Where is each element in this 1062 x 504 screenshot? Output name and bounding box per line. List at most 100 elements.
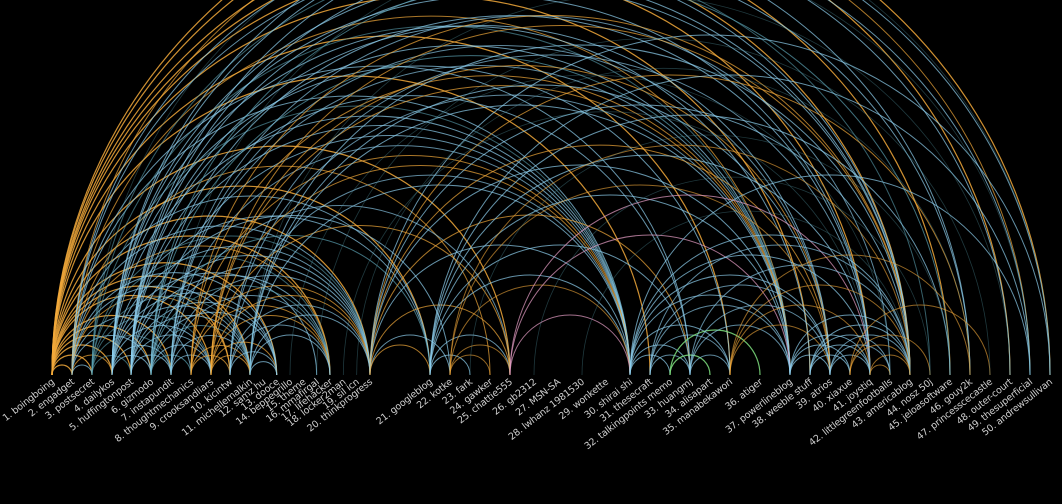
arc-39-42 — [829, 344, 891, 376]
arc-21-49 — [429, 74, 1031, 376]
arc-31-33 — [649, 354, 691, 376]
arc-8-30 — [190, 155, 631, 376]
arc-8-43 — [190, 15, 911, 376]
arc-1-48 — [51, 0, 1011, 376]
arc-7-39 — [170, 45, 831, 376]
arc-1-50 — [51, 0, 1051, 376]
arc-6-13 — [150, 311, 278, 376]
arc-18-41 — [342, 111, 871, 376]
arc-33-43 — [689, 264, 911, 376]
arc-21-41 — [429, 154, 871, 376]
arc-5-43 — [130, 0, 911, 376]
arc-38-42 — [809, 334, 891, 376]
arc-4-16 — [111, 272, 318, 376]
arc-1-9 — [51, 294, 212, 376]
arc-8-11 — [190, 345, 251, 376]
arc-22-43 — [449, 144, 911, 376]
arc-7-20 — [170, 275, 371, 376]
arc-39-41 — [829, 354, 871, 376]
arc-21-45 — [429, 114, 951, 376]
arc-22-25 — [449, 344, 511, 376]
arc-5-20 — [130, 255, 371, 376]
arc-11-39 — [249, 84, 831, 376]
arc-5-33 — [130, 95, 691, 376]
arcs-layer — [51, 0, 1051, 376]
arc-2-10 — [71, 295, 231, 376]
arc-2-24 — [71, 165, 491, 376]
arc-9-25 — [210, 225, 511, 376]
arc-31-39 — [649, 284, 831, 376]
arc-22-39 — [449, 184, 831, 376]
arc-5-17 — [130, 275, 331, 376]
arc-1-13 — [51, 262, 278, 376]
arc-5-37 — [130, 45, 791, 376]
arc-10-30 — [229, 174, 631, 376]
arc-25-37 — [509, 234, 791, 376]
arc-2-21 — [71, 195, 431, 376]
arc-1-41 — [51, 0, 871, 376]
arc-4-9 — [111, 325, 212, 376]
arc-10-20 — [229, 304, 371, 376]
arc-20-46 — [369, 74, 971, 376]
arc-9-20 — [210, 295, 371, 376]
arc-30-37 — [629, 294, 791, 376]
arc-30-41 — [629, 254, 871, 376]
arc-4-21 — [111, 215, 431, 376]
arc-22-30 — [449, 284, 631, 376]
arc-3-20 — [91, 235, 371, 376]
arc-31-43 — [649, 244, 911, 376]
arc-20-50 — [369, 34, 1051, 376]
arc-7-9 — [170, 354, 212, 376]
arc-20-21 — [369, 344, 431, 376]
arc-2-43 — [71, 0, 911, 376]
arc-40-44 — [849, 334, 931, 376]
arc-9-13 — [210, 341, 278, 376]
arc-7-30 — [170, 145, 631, 376]
arc-20-33 — [369, 214, 691, 376]
arc-1-4 — [51, 344, 113, 376]
arc-4-13 — [111, 292, 278, 376]
arc-5-30 — [130, 125, 631, 376]
arc-3-30 — [91, 105, 631, 376]
arc-30-39 — [629, 274, 831, 376]
arc-7-49 — [170, 0, 1031, 376]
arc-10-17 — [229, 324, 331, 376]
arc-9-43 — [210, 25, 911, 376]
arc-4-48 — [111, 0, 1011, 376]
arc-1-43 — [51, 0, 911, 376]
arc-7-25 — [170, 205, 511, 376]
arc-35-46 — [729, 254, 971, 376]
arc-25-41 — [509, 194, 871, 376]
arc-11-13 — [249, 361, 278, 376]
arc-8-17 — [190, 305, 331, 376]
arc-38-41 — [809, 344, 871, 376]
arc-39-43 — [829, 334, 911, 376]
arc-20-22 — [369, 334, 451, 376]
arc-11-37 — [249, 104, 791, 376]
arc-5-46 — [130, 0, 971, 376]
arc-28-43 — [581, 210, 911, 376]
arc-6-20 — [150, 265, 371, 376]
arc-35-43 — [729, 284, 911, 376]
arc-40-43 — [849, 344, 911, 376]
arc-7-17 — [170, 295, 331, 376]
arc-38-43 — [809, 324, 911, 376]
arc-4-50 — [111, 0, 1051, 376]
arc-5-49 — [130, 0, 1031, 376]
arc-23-45 — [469, 134, 951, 376]
arc-3-50 — [91, 0, 1051, 376]
arc-33-37 — [689, 324, 791, 376]
arc-30-33 — [629, 344, 691, 376]
arc-2-49 — [71, 0, 1031, 376]
arc-2-46 — [71, 0, 971, 376]
arc-20-30 — [369, 244, 631, 376]
arc-21-37 — [429, 194, 791, 376]
arc-4-43 — [111, 0, 911, 376]
arc-25-30 — [509, 314, 631, 376]
arc-14-42 — [289, 74, 891, 376]
arc-38-40 — [809, 354, 851, 376]
arc-41-42 — [869, 364, 891, 376]
arc-1-2 — [51, 364, 73, 376]
arc-32-36 — [669, 329, 761, 376]
